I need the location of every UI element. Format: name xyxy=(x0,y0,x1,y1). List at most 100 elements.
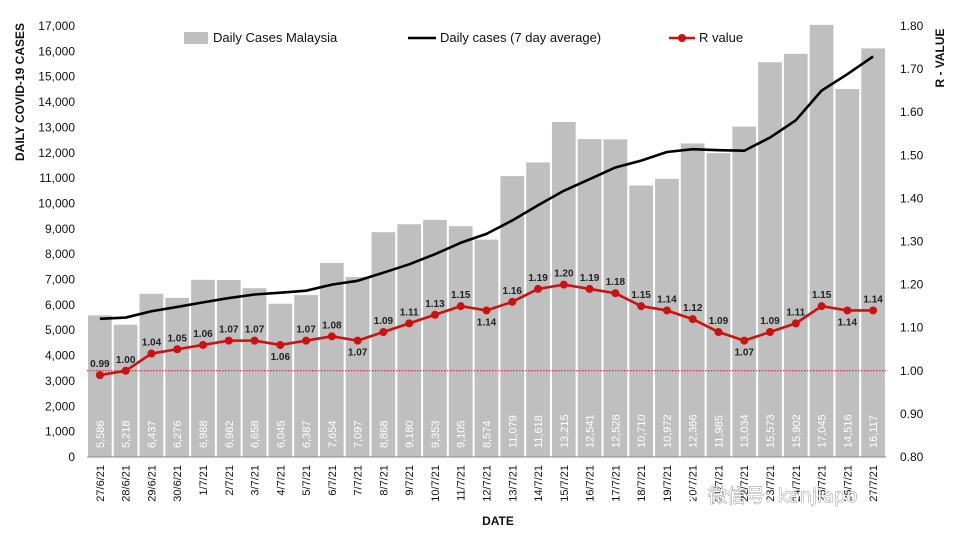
r-point xyxy=(817,302,826,311)
x-tick-label: 7/7/21 xyxy=(353,465,365,496)
r-point xyxy=(198,340,207,349)
bar xyxy=(294,295,318,457)
r-point xyxy=(585,284,594,293)
wechat-logo-icon-inner xyxy=(687,495,703,511)
y-tick-label: 4,000 xyxy=(45,349,75,363)
r-point xyxy=(456,302,465,311)
bar xyxy=(191,279,215,457)
r-value-label: 1.15 xyxy=(451,290,471,301)
r-point xyxy=(327,332,336,341)
r-value-label: 1.09 xyxy=(709,316,729,327)
r-point xyxy=(173,345,182,354)
y2-tick-label: 1.30 xyxy=(900,235,924,249)
bar xyxy=(165,297,190,457)
r-value-label: 1.12 xyxy=(683,303,703,314)
bar xyxy=(758,62,782,457)
bar xyxy=(551,121,576,458)
bar xyxy=(319,262,344,457)
r-point xyxy=(534,284,543,293)
bar-value-label: 8,868 xyxy=(378,420,390,448)
y-tick-label: 15,000 xyxy=(38,70,75,84)
bar xyxy=(216,279,241,457)
y-tick-label: 12,000 xyxy=(38,146,75,160)
bar-value-label: 16,117 xyxy=(868,415,880,448)
bar xyxy=(397,224,422,457)
y2-tick-label: 0.90 xyxy=(900,407,924,421)
y2-tick-label: 1.50 xyxy=(900,148,924,162)
r-point xyxy=(869,306,878,315)
bar-value-label: 7,654 xyxy=(327,420,339,448)
bar-value-label: 7,097 xyxy=(353,420,365,448)
bar xyxy=(629,185,654,457)
bar-value-label: 15,902 xyxy=(791,414,803,448)
r-value-label: 1.00 xyxy=(116,355,136,366)
x-tick-label: 3/7/21 xyxy=(250,465,262,496)
y-tick-label: 0 xyxy=(68,450,75,464)
avg-line xyxy=(99,55,874,321)
r-point xyxy=(250,336,259,345)
y-tick-label: 10,000 xyxy=(38,196,75,210)
bar xyxy=(603,139,628,457)
bar xyxy=(242,288,267,457)
r-point xyxy=(740,336,749,345)
r-point xyxy=(508,297,517,306)
r-value-label: 1.16 xyxy=(503,286,523,297)
x-tick-label: 1/7/21 xyxy=(198,465,210,496)
r-point xyxy=(714,328,723,337)
bar-value-label: 6,658 xyxy=(250,420,262,448)
bar-value-label: 9,105 xyxy=(456,420,468,448)
x-tick-label: 9/7/21 xyxy=(404,465,416,496)
r-value-label: 1.14 xyxy=(838,317,858,328)
y-axis-title: DAILY COVID-19 CASES xyxy=(13,23,27,161)
bar-value-labels: 5,586 5,218 6,437 6,276 6,988 6,982 6,658 6,045… xyxy=(95,414,880,448)
legend: Daily Cases Malaysia Daily cases (7 day … xyxy=(184,30,743,45)
y-tick-label: 5,000 xyxy=(45,323,75,337)
x-tick-label: 12/7/21 xyxy=(482,465,494,502)
bar xyxy=(732,126,757,457)
bar-value-label: 6,982 xyxy=(224,420,236,448)
r-point xyxy=(766,328,775,337)
r-point xyxy=(302,336,311,345)
bar xyxy=(139,293,164,457)
r-value-label: 1.13 xyxy=(425,299,445,310)
y-tick-label: 9,000 xyxy=(45,222,75,236)
bar-value-label: 10,972 xyxy=(662,414,674,448)
r-value-label: 1.04 xyxy=(142,338,162,349)
r-value-label: 1.14 xyxy=(863,294,883,305)
bar xyxy=(783,53,808,458)
r-point xyxy=(559,280,568,289)
x-tick-label: 23/7/21 xyxy=(765,465,777,502)
x-tick-label: 15/7/21 xyxy=(559,465,571,502)
x-tick-label: 22/7/21 xyxy=(739,465,751,502)
bar xyxy=(809,24,834,457)
x-tick-label: 28/6/21 xyxy=(121,465,133,502)
r-point xyxy=(430,310,439,319)
x-tick-label: 26/7/21 xyxy=(842,465,854,502)
bar xyxy=(706,153,731,457)
x-tick-label: 4/7/21 xyxy=(275,465,287,496)
bar-value-label: 15,573 xyxy=(765,414,777,448)
r-value-label: 1.07 xyxy=(735,348,755,359)
y-tick-label: 11,000 xyxy=(39,171,75,185)
bar xyxy=(526,162,550,457)
y-tick-label: 1,000 xyxy=(45,425,75,439)
r-point xyxy=(662,306,671,315)
x-tick-label: 24/7/21 xyxy=(791,465,803,502)
y2-tick-label: 1.80 xyxy=(900,19,924,33)
r-value-label: 1.09 xyxy=(374,316,394,327)
y-tick-label: 17,000 xyxy=(38,19,75,33)
x-tick-label: 27/6/21 xyxy=(95,465,107,502)
y2-tick-label: 0.80 xyxy=(900,450,924,464)
r-value-label: 1.19 xyxy=(528,273,548,284)
legend-r-marker xyxy=(678,34,686,42)
r-value-label: 1.07 xyxy=(348,348,368,359)
y-tick-label: 2,000 xyxy=(45,399,75,413)
r-value-label: 1.19 xyxy=(580,273,600,284)
bar-value-label: 13,215 xyxy=(559,414,571,448)
y2-axis-title: R - VALUE xyxy=(933,28,947,87)
bar-value-label: 5,218 xyxy=(121,420,133,448)
bar-value-label: 5,586 xyxy=(95,420,107,448)
y-tick-label: 14,000 xyxy=(38,95,75,109)
r-value-label: 0.99 xyxy=(90,359,110,370)
